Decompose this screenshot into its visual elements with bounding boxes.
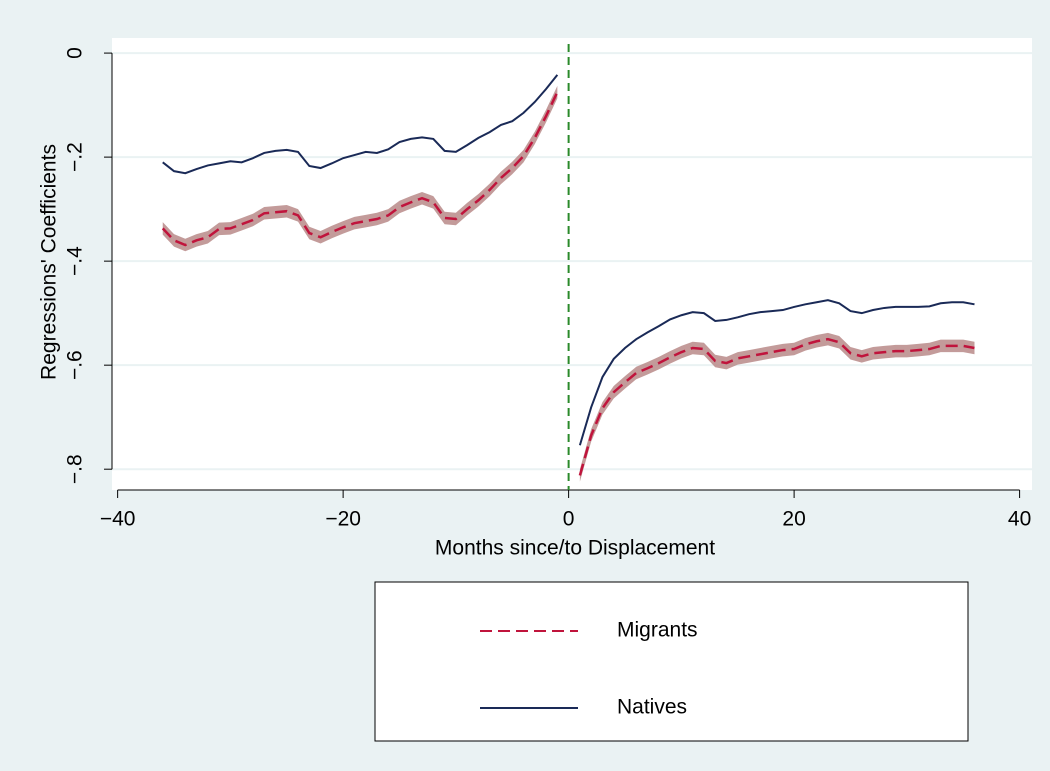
y-tick-label: 0 (64, 47, 87, 59)
y-tick-label: −.4 (64, 246, 87, 276)
legend-box (374, 581, 969, 742)
x-tick-label: 20 (782, 508, 805, 531)
series-line (161, 91, 975, 476)
x-axis-title: Months since/to Displacement (435, 537, 715, 560)
series-line (162, 74, 975, 446)
x-tick-label: −20 (325, 508, 361, 531)
y-tick-label: −.2 (64, 142, 87, 172)
x-tick-label: −40 (100, 508, 136, 531)
y-tick-label: −.6 (64, 350, 87, 380)
y-axis-title: Regressions' Coefficients (38, 144, 61, 380)
legend-label: Migrants (617, 619, 698, 642)
y-tick-label: −.8 (64, 454, 87, 484)
confidence-band (162, 85, 558, 252)
x-tick-label: 0 (563, 508, 575, 531)
legend-label: Natives (617, 696, 687, 719)
plot-area (112, 38, 1032, 490)
x-tick-label: 40 (1008, 508, 1031, 531)
